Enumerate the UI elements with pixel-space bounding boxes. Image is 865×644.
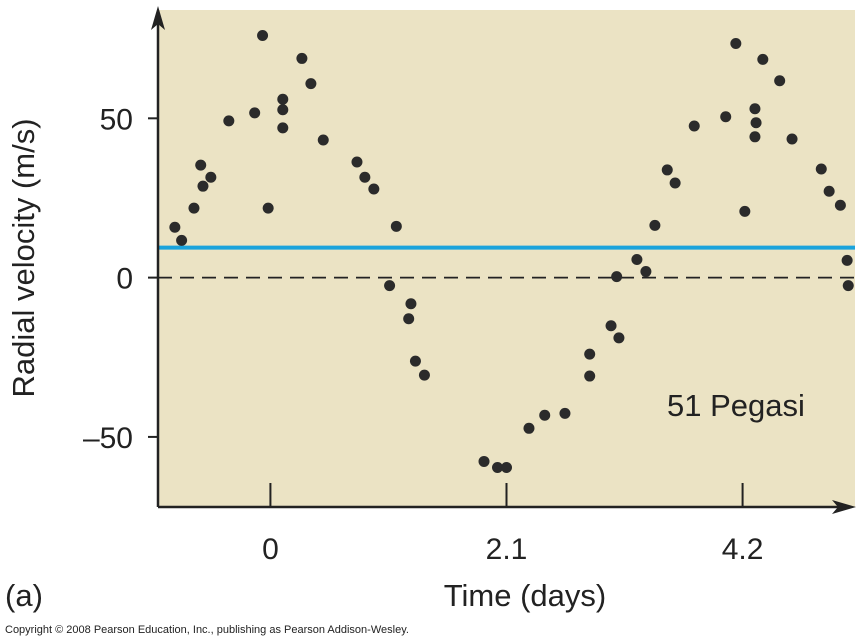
- data-point: [296, 52, 308, 64]
- data-point: [750, 117, 762, 129]
- data-point: [368, 183, 380, 195]
- y-axis-label: Radial velocity (m/s): [6, 118, 41, 397]
- data-point: [720, 111, 732, 123]
- data-point: [409, 355, 421, 367]
- data-point: [539, 409, 551, 421]
- data-point: [390, 220, 402, 232]
- data-point: [559, 407, 571, 419]
- data-point: [749, 103, 761, 115]
- data-point: [188, 202, 200, 214]
- data-point: [584, 348, 596, 360]
- data-point: [197, 180, 209, 192]
- data-point: [403, 313, 415, 325]
- data-point: [384, 280, 396, 292]
- y-tick-label: 50: [100, 103, 133, 136]
- data-point: [277, 122, 289, 134]
- data-point: [841, 254, 853, 266]
- data-point: [669, 177, 681, 189]
- data-point: [501, 461, 512, 473]
- data-point: [613, 332, 625, 344]
- data-point: [262, 202, 274, 214]
- x-axis-label: Time (days): [444, 578, 606, 613]
- data-point: [730, 37, 742, 49]
- data-point: [523, 422, 535, 434]
- data-point: [257, 29, 269, 41]
- data-point: [605, 320, 617, 332]
- data-point: [405, 298, 417, 310]
- data-point: [277, 93, 289, 105]
- data-point: [418, 369, 430, 381]
- star-name-annotation: 51 Pegasi: [667, 388, 805, 423]
- data-point: [842, 280, 854, 292]
- data-point: [584, 370, 596, 382]
- data-point: [176, 234, 188, 246]
- x-axis-arrow-icon: [832, 500, 856, 514]
- data-point: [359, 171, 371, 183]
- data-point: [823, 185, 835, 197]
- data-point: [688, 120, 700, 132]
- data-point: [815, 163, 827, 175]
- data-point: [195, 159, 207, 171]
- data-point: [631, 253, 643, 265]
- y-tick-label: –50: [83, 422, 133, 455]
- data-point: [223, 115, 235, 127]
- data-point: [661, 164, 673, 176]
- plot-background: [158, 10, 855, 507]
- y-axis-arrow-icon: [151, 6, 165, 30]
- data-point: [611, 271, 623, 283]
- data-point: [749, 131, 761, 143]
- data-point: [478, 455, 490, 467]
- data-point: [249, 107, 261, 119]
- data-point: [317, 134, 329, 146]
- x-tick-label: 2.1: [486, 533, 528, 566]
- data-point: [834, 199, 846, 211]
- data-point: [757, 53, 769, 65]
- data-point: [649, 219, 661, 231]
- data-point: [351, 156, 363, 168]
- data-point: [774, 75, 786, 87]
- data-point: [305, 78, 317, 90]
- data-point: [492, 461, 504, 473]
- data-point: [786, 133, 798, 145]
- data-point: [640, 266, 652, 278]
- x-tick-label: 0: [262, 533, 279, 566]
- copyright: Copyright © 2008 Pearson Education, Inc.…: [5, 624, 409, 636]
- panel-label: (a): [5, 578, 43, 613]
- data-point: [205, 171, 217, 183]
- data-point: [277, 104, 289, 116]
- x-tick-label: 4.2: [722, 533, 764, 566]
- data-point: [739, 205, 751, 217]
- y-tick-label: 0: [116, 263, 133, 296]
- data-point: [169, 221, 181, 233]
